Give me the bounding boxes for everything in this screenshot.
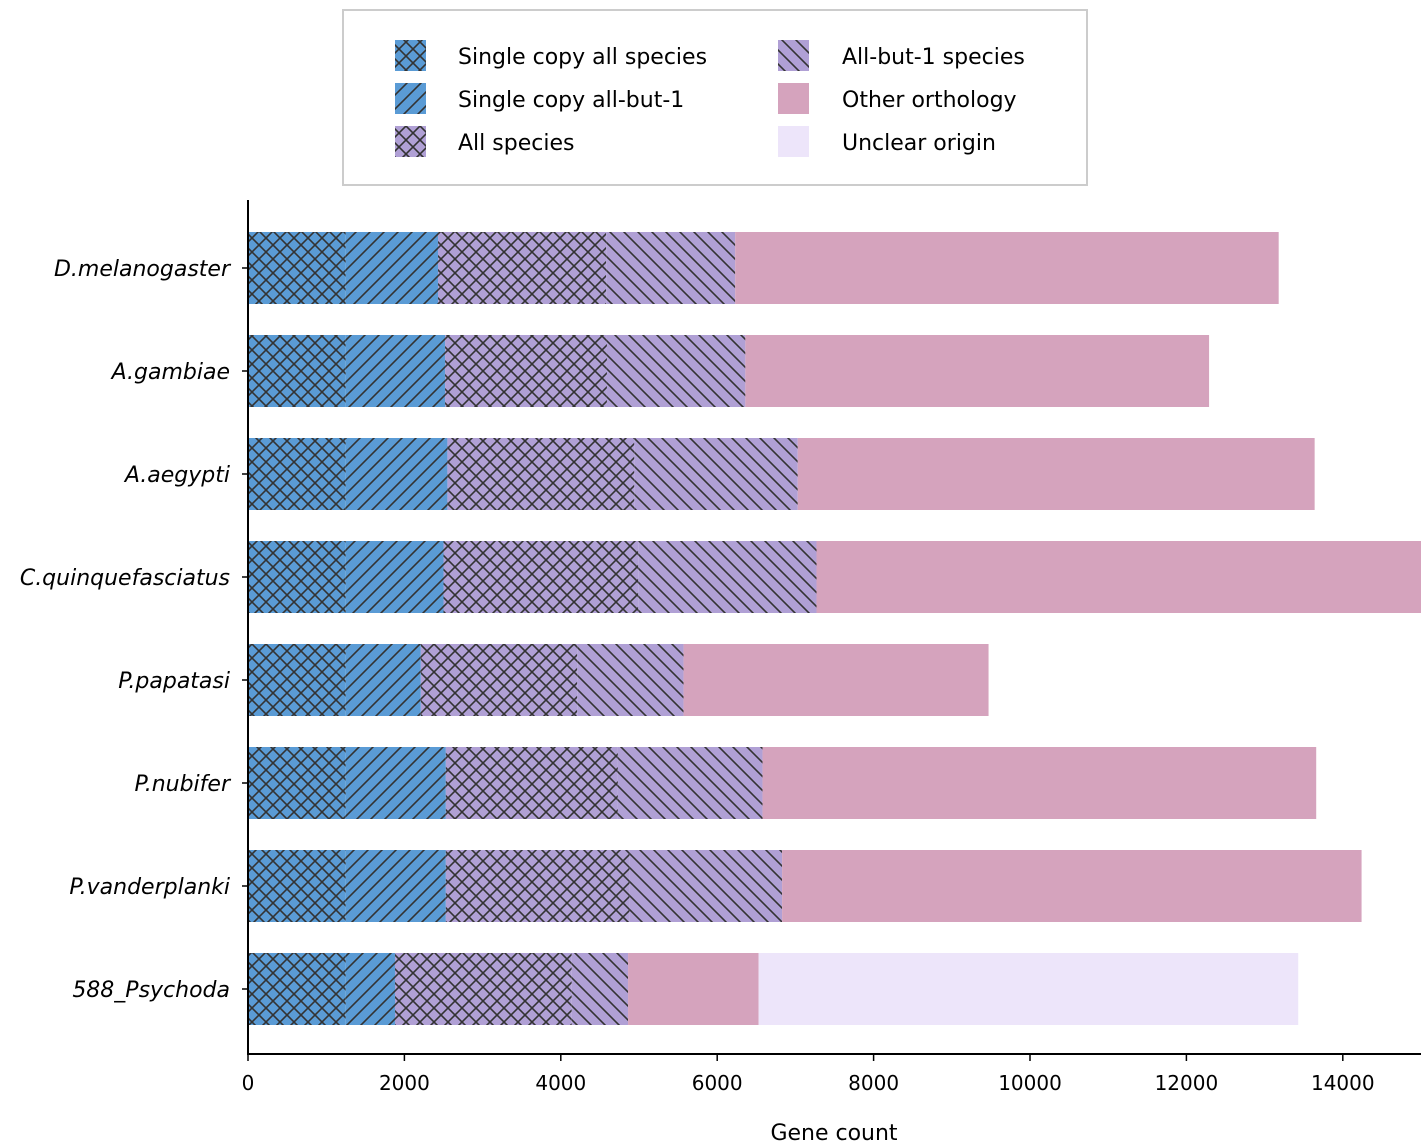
legend-label-single-copy-all-species: Single copy all species <box>458 45 707 70</box>
bar-p-nubifer-all-species-hatch <box>445 747 618 819</box>
bar-d-melanogaster-single-copy-all-species-hatch <box>248 232 346 304</box>
bar-c-quinquefasciatus-all-but-1-species-hatch <box>638 541 817 613</box>
legend: Single copy all species Single copy all-b… <box>342 9 1088 186</box>
bar-p-nubifer-single-copy-all-species-hatch <box>248 747 346 819</box>
bar-p-vanderplanki-other-orthology <box>782 850 1362 922</box>
x-tick-label-0: 0 <box>242 1071 255 1095</box>
x-tick-label-12000: 12000 <box>1155 1071 1219 1095</box>
legend-swatch-other-orthology <box>778 83 809 114</box>
legend-swatch-all-but-1-species-hatch <box>778 40 809 71</box>
legend-label-single-copy-all-but-1: Single copy all-but-1 <box>458 88 684 113</box>
bar-588-psychoda-other-orthology <box>628 953 759 1025</box>
y-tick-label-p-papatasi: P.papatasi <box>118 669 230 694</box>
bar-a-gambiae-single-copy-all-species-hatch <box>248 335 346 407</box>
bar-d-melanogaster-all-species-hatch <box>438 232 607 304</box>
legend-swatch-all-species-hatch <box>395 126 426 157</box>
axes: 0 2000 4000 6000 8000 10000 12000 14000 D.melan… <box>20 200 1421 1145</box>
bar-a-aegypti-all-but-1-species-hatch <box>634 438 798 510</box>
bar-c-quinquefasciatus-single-copy-all-but-1-hatch <box>345 541 444 613</box>
y-tick-label-a-aegypti: A.aegypti <box>123 463 230 488</box>
bar-p-nubifer-single-copy-all-but-1-hatch <box>345 747 446 819</box>
y-tick-label-p-nubifer: P.nubifer <box>134 772 231 797</box>
bar-c-quinquefasciatus-all-species-hatch <box>443 541 639 613</box>
bar-a-aegypti-all-species-hatch <box>447 438 635 510</box>
legend-label-unclear-origin: Unclear origin <box>842 131 996 156</box>
x-tick-label-8000: 8000 <box>848 1071 899 1095</box>
x-tick-label-2000: 2000 <box>379 1071 430 1095</box>
bar-p-vanderplanki-single-copy-all-species-hatch <box>248 850 346 922</box>
x-tick-label-4000: 4000 <box>535 1071 586 1095</box>
legend-swatch-single-copy-all-but-1-hatch <box>395 83 426 114</box>
bar-a-aegypti-single-copy-all-species-hatch <box>248 438 346 510</box>
bar-a-gambiae-all-species-hatch <box>445 335 607 407</box>
bar-p-papatasi-all-but-1-species-hatch <box>577 644 684 716</box>
y-tick-label-a-gambiae: A.gambiae <box>110 360 230 385</box>
legend-label-all-species: All species <box>458 131 574 156</box>
bar-588-psychoda-single-copy-all-but-1-hatch <box>345 953 396 1025</box>
x-axis-label: Gene count <box>770 1121 897 1145</box>
x-tick-label-10000: 10000 <box>998 1071 1062 1095</box>
legend-frame <box>342 9 1088 186</box>
bar-p-papatasi-all-species-hatch <box>420 644 578 716</box>
bar-p-vanderplanki-single-copy-all-but-1-hatch <box>345 850 446 922</box>
bar-p-papatasi-single-copy-all-species-hatch <box>248 644 346 716</box>
bar-588-psychoda-unclear-origin <box>758 953 1299 1025</box>
bar-p-vanderplanki-all-species-hatch <box>445 850 630 922</box>
bar-p-nubifer-other-orthology <box>762 747 1317 819</box>
bar-a-aegypti-single-copy-all-but-1-hatch <box>345 438 448 510</box>
bars-group <box>248 232 1421 1025</box>
x-tick-label-14000: 14000 <box>1311 1071 1375 1095</box>
bar-a-gambiae-all-but-1-species-hatch <box>606 335 746 407</box>
y-tick-label-c-quinquefasciatus: C.quinquefasciatus <box>20 566 230 591</box>
bar-588-psychoda-all-but-1-species-hatch <box>571 953 629 1025</box>
legend-label-other-orthology: Other orthology <box>842 88 1017 113</box>
y-tick-label-p-vanderplanki: P.vanderplanki <box>69 875 230 900</box>
bar-a-gambiae-single-copy-all-but-1-hatch <box>345 335 446 407</box>
bar-588-psychoda-all-species-hatch <box>395 953 572 1025</box>
legend-label-all-but-1-species: All-but-1 species <box>842 45 1025 70</box>
bar-c-quinquefasciatus-single-copy-all-species-hatch <box>248 541 346 613</box>
bar-588-psychoda-single-copy-all-species-hatch <box>248 953 346 1025</box>
bar-d-melanogaster-all-but-1-species-hatch <box>606 232 736 304</box>
bar-p-papatasi-single-copy-all-but-1-hatch <box>345 644 421 716</box>
bar-p-nubifer-all-but-1-species-hatch <box>617 747 763 819</box>
y-tick-label-d-melanogaster: D.melanogaster <box>54 257 232 282</box>
bar-a-gambiae-other-orthology <box>745 335 1210 407</box>
bar-p-vanderplanki-all-but-1-species-hatch <box>629 850 783 922</box>
bar-d-melanogaster-other-orthology <box>735 232 1279 304</box>
legend-swatch-single-copy-all-species-hatch <box>395 40 426 71</box>
x-tick-label-6000: 6000 <box>692 1071 743 1095</box>
legend-swatch-unclear-origin <box>778 126 809 157</box>
bar-d-melanogaster-single-copy-all-but-1-hatch <box>345 232 439 304</box>
bar-c-quinquefasciatus-other-orthology <box>816 541 1421 613</box>
y-tick-label-588-psychoda: 588_Psychoda <box>72 978 230 1003</box>
bar-a-aegypti-other-orthology <box>797 438 1315 510</box>
bar-p-papatasi-other-orthology <box>683 644 989 716</box>
